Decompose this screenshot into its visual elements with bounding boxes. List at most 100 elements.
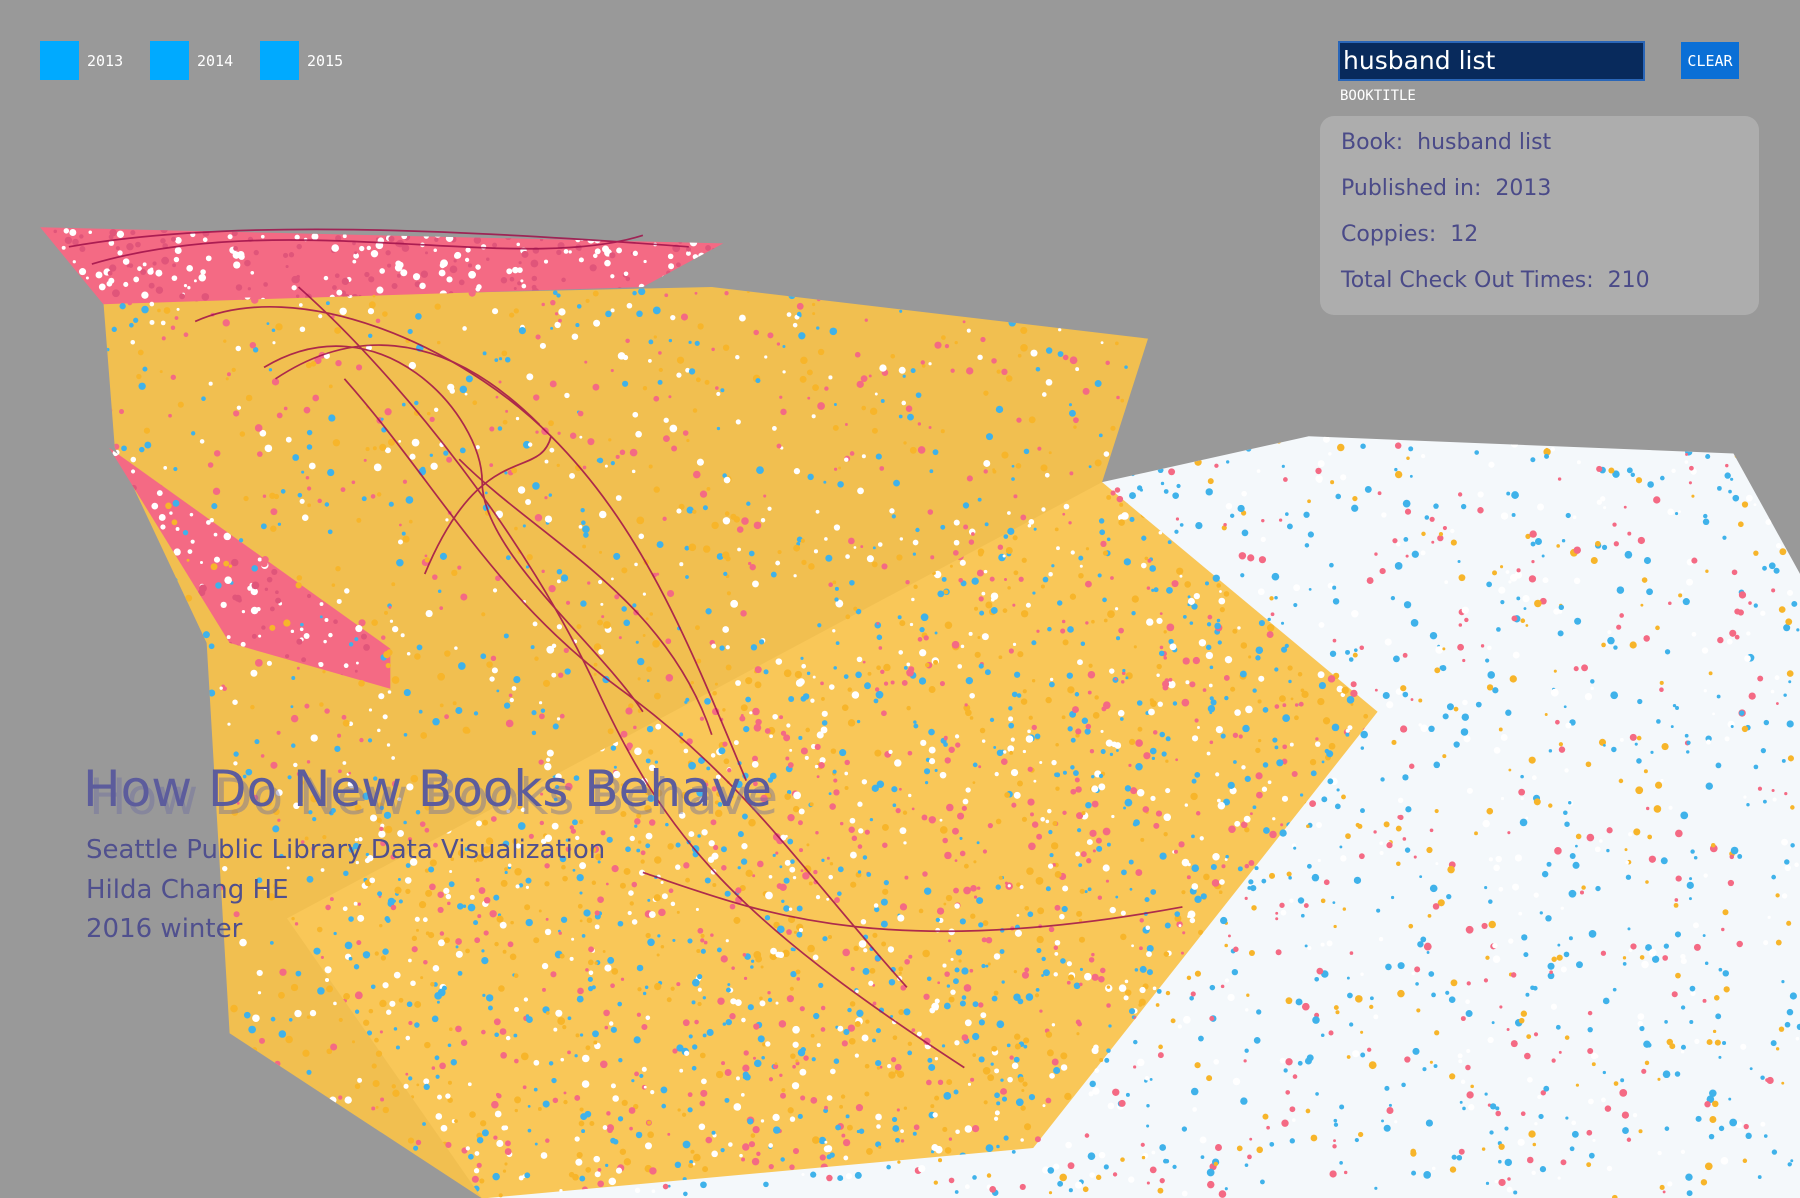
dot (890, 353, 896, 359)
dot (720, 388, 725, 393)
dot (587, 438, 595, 446)
dot (1100, 749, 1106, 755)
dot (122, 732, 128, 738)
dot (1600, 496, 1606, 502)
dot (1542, 436, 1548, 441)
dot (1484, 886, 1488, 890)
dot (1105, 360, 1110, 366)
dot (1783, 693, 1787, 697)
dot (1017, 353, 1022, 358)
dot (1167, 680, 1176, 689)
dot (1468, 1104, 1475, 1111)
dot (729, 1013, 736, 1020)
dot (927, 1057, 933, 1063)
dot (474, 1151, 480, 1156)
dot (1209, 1016, 1215, 1022)
dot (789, 748, 793, 752)
dot (1076, 910, 1083, 917)
dot (880, 398, 885, 403)
dot (423, 1078, 430, 1085)
dot (1560, 966, 1567, 973)
dot (647, 898, 651, 902)
dot (1726, 638, 1733, 645)
dot (1059, 913, 1065, 920)
dot (779, 865, 783, 869)
dot (1735, 1121, 1743, 1129)
dot (1395, 688, 1403, 695)
dot (697, 974, 703, 980)
dot (592, 383, 600, 391)
dot (790, 859, 795, 864)
dot (589, 846, 597, 853)
dot (515, 843, 521, 849)
dot (815, 831, 819, 835)
dot (1020, 1138, 1024, 1142)
dot (763, 669, 769, 675)
dot (1228, 825, 1236, 833)
dot (655, 789, 663, 797)
dot (1218, 890, 1223, 895)
dot (559, 713, 565, 719)
dot (482, 351, 487, 356)
dot (1282, 394, 1285, 398)
dot (1247, 554, 1255, 562)
dot (742, 953, 747, 957)
dot (1116, 495, 1124, 503)
dot (1465, 1064, 1471, 1071)
dot (1591, 1062, 1596, 1067)
dot (953, 519, 960, 526)
dot (982, 920, 989, 926)
dot (819, 757, 826, 764)
dot (1492, 955, 1501, 963)
dot (1268, 872, 1276, 879)
dot (1101, 706, 1107, 712)
dot (242, 774, 247, 779)
dot (443, 773, 448, 778)
dot (401, 402, 406, 407)
dot (1290, 697, 1294, 701)
dot (1345, 649, 1351, 655)
dot (414, 916, 420, 922)
dot (1011, 691, 1018, 698)
dot (1065, 1141, 1072, 1149)
dot (656, 541, 664, 549)
dot (1506, 491, 1511, 496)
dot (1718, 1125, 1725, 1132)
dot (594, 1171, 601, 1178)
dot (368, 301, 376, 309)
dot (1163, 832, 1168, 837)
dot (1078, 572, 1084, 579)
dot (501, 350, 508, 357)
dot (183, 624, 190, 631)
dot (351, 480, 356, 485)
dot (749, 711, 753, 715)
dot (1495, 1110, 1501, 1117)
dot (932, 449, 939, 456)
dot (542, 1100, 550, 1108)
dot (435, 1113, 443, 1120)
dot (872, 932, 878, 938)
dot (1158, 650, 1165, 657)
dot (1157, 1187, 1164, 1194)
dot (1722, 535, 1727, 540)
dot (140, 998, 146, 1004)
dot (772, 713, 778, 720)
dot (268, 1108, 274, 1114)
dot (1163, 813, 1172, 822)
dot (725, 1018, 732, 1026)
dot (1304, 944, 1308, 948)
dot (1607, 630, 1612, 635)
dot (530, 645, 535, 650)
dot (918, 677, 927, 685)
dot (1004, 881, 1008, 885)
dot (813, 549, 819, 554)
dot (403, 820, 407, 825)
dot (1146, 618, 1154, 626)
dot (944, 344, 950, 349)
dot (379, 443, 387, 451)
dot (772, 1113, 780, 1122)
dot (1329, 562, 1334, 568)
dot (1660, 475, 1665, 481)
dot (699, 716, 705, 721)
dot (1012, 535, 1018, 541)
